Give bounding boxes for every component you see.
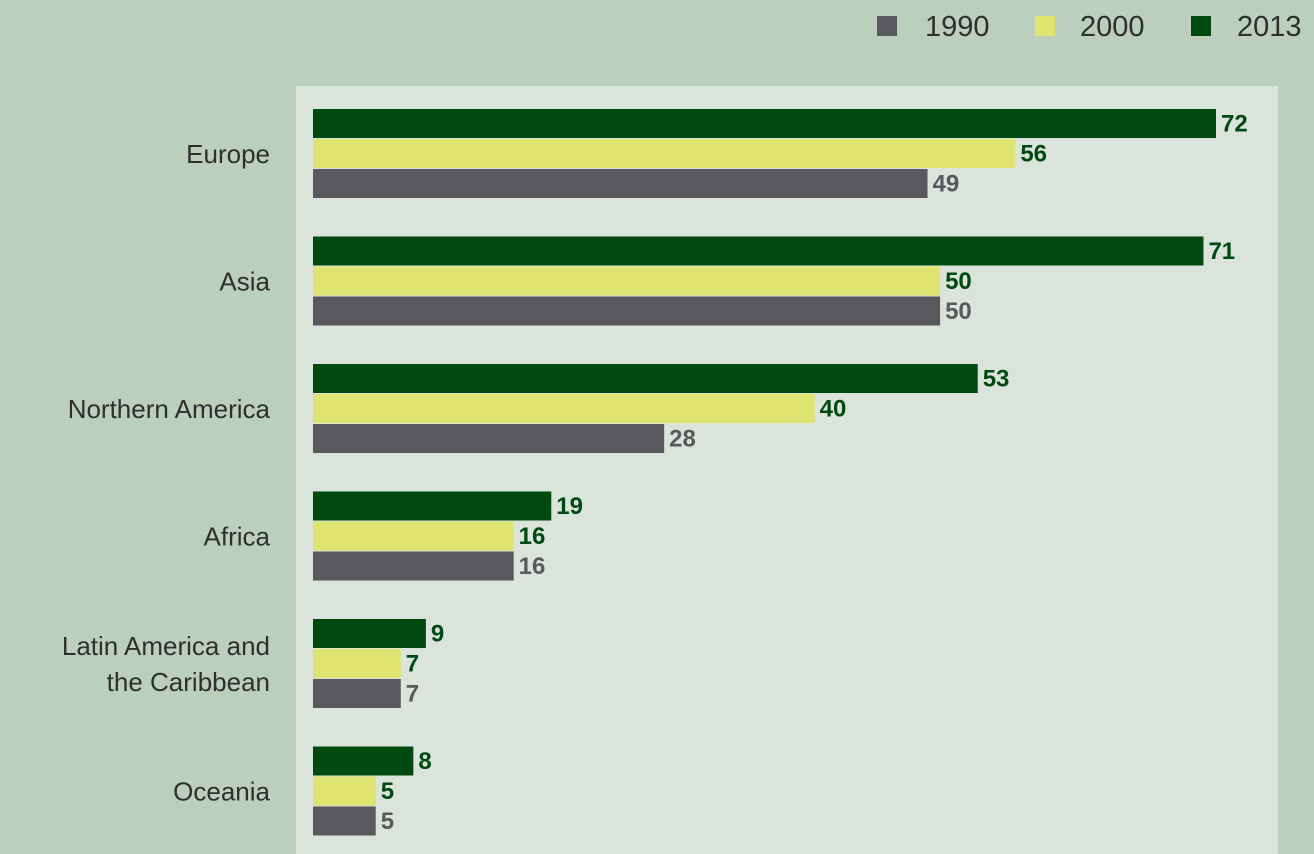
value-label-1990: 28 [669, 426, 696, 453]
value-label-2000: 56 [1020, 141, 1047, 168]
legend-swatch-2013 [1191, 16, 1211, 36]
bar-2013 [313, 364, 978, 393]
bar-1990 [313, 296, 941, 326]
category-label-line: Northern America [68, 394, 271, 424]
bar-1990 [313, 424, 665, 453]
value-label-2013: 8 [418, 748, 431, 775]
bar-2000 [313, 139, 1016, 168]
value-label-2013: 71 [1208, 238, 1235, 265]
value-label-1990: 50 [945, 298, 972, 325]
value-label-1990: 16 [519, 553, 546, 580]
bar-1990 [313, 679, 401, 708]
plot-area [296, 86, 1278, 854]
value-label-2013: 53 [983, 366, 1010, 393]
value-label-2000: 16 [519, 523, 546, 550]
legend-swatch-2000 [1035, 16, 1055, 36]
bar-2000 [313, 521, 514, 551]
category-label-line: Asia [219, 267, 270, 297]
value-label-2013: 9 [431, 621, 444, 648]
value-label-1990: 5 [381, 808, 394, 835]
value-label-2000: 7 [406, 651, 419, 678]
bar-1990 [313, 551, 514, 581]
bar-2013 [313, 746, 414, 776]
value-label-2013: 19 [556, 493, 583, 520]
bar-2000 [313, 776, 376, 806]
value-label-2013: 72 [1221, 111, 1248, 138]
category-label-line: the Caribbean [107, 667, 270, 697]
category-label: Northern America [68, 394, 271, 424]
category-label: Africa [204, 522, 271, 552]
category-label: Asia [219, 267, 270, 297]
bar-1990 [313, 806, 376, 836]
category-label: Europe [186, 139, 270, 169]
category-label-line: Oceania [173, 777, 270, 807]
category-label-line: Africa [204, 522, 271, 552]
category-labels: Europe Asia Northern America Africa Latin Am… [62, 139, 271, 807]
bar-2000 [313, 649, 401, 678]
bar-2000 [313, 394, 815, 423]
bar-2013 [313, 236, 1204, 266]
value-label-2000: 5 [381, 778, 394, 805]
bar-1990 [313, 169, 928, 198]
value-label-2000: 40 [820, 396, 847, 423]
category-label: Latin America and the Caribbean [62, 631, 270, 697]
bar-2013 [313, 491, 552, 521]
legend-label-2000: 2000 [1080, 11, 1145, 43]
value-label-2000: 50 [945, 268, 972, 295]
bar-2000 [313, 266, 941, 296]
bar-2013 [313, 619, 426, 648]
category-label-line: Europe [186, 139, 270, 169]
legend-swatch-1990 [877, 16, 897, 36]
category-label: Oceania [173, 777, 270, 807]
category-label-line: Latin America and [62, 631, 270, 661]
bars [313, 109, 1216, 836]
value-label-1990: 49 [933, 171, 960, 198]
value-label-1990: 7 [406, 681, 419, 708]
legend-label-1990: 1990 [925, 11, 990, 43]
legend: 1990 2000 2013 [877, 11, 1302, 43]
legend-label-2013: 2013 [1237, 11, 1302, 43]
bar-2013 [313, 109, 1216, 138]
